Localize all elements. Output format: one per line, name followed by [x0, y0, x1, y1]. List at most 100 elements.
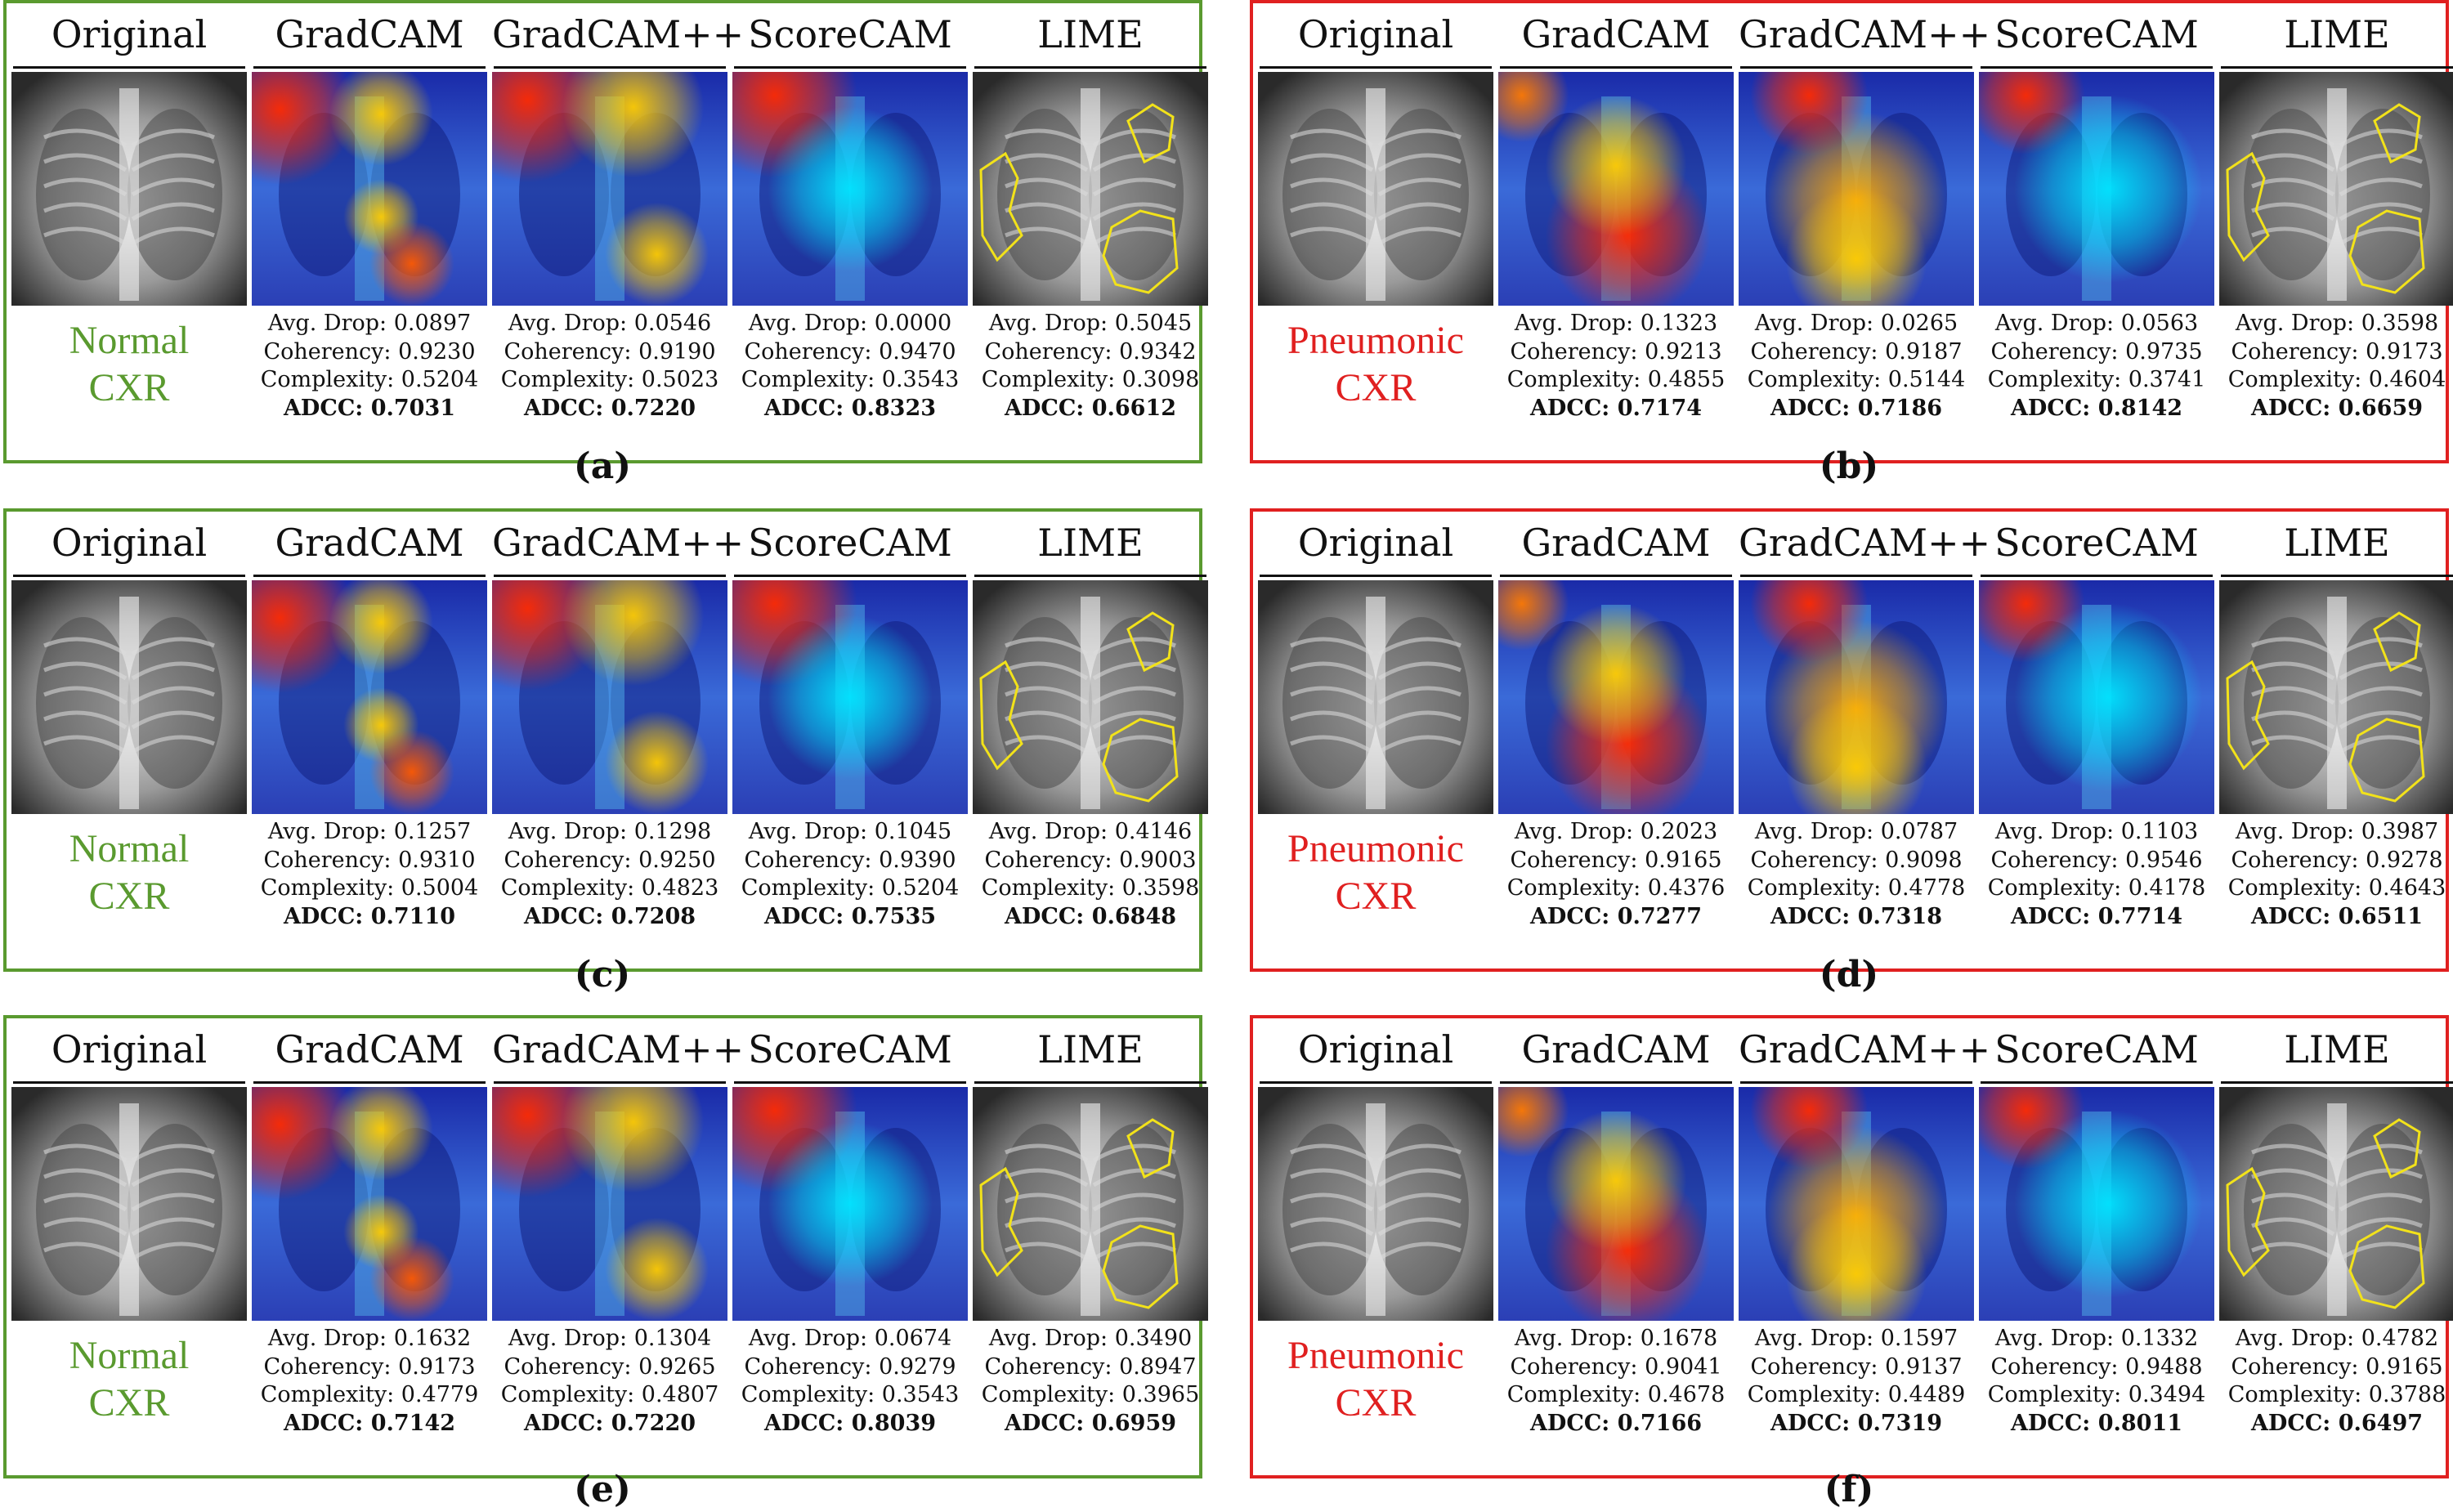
avg-drop-value: 0.1323 — [1640, 311, 1718, 336]
header-rule — [734, 1081, 966, 1084]
complexity-line: Complexity: 0.4489 — [1739, 1381, 1974, 1410]
complexity-line: Complexity: 0.3543 — [732, 366, 968, 395]
metrics-block: Avg. Drop: 0.4146 Coherency: 0.9003 Comp… — [973, 818, 1208, 931]
column-header: LIME — [1037, 1027, 1144, 1071]
complexity-label: Complexity: — [1747, 1382, 1882, 1407]
adcc-label: ADCC: — [1770, 903, 1851, 929]
class-label-line1: Normal — [69, 827, 190, 870]
avg-drop-label: Avg. Drop: — [508, 311, 628, 336]
adcc-line: ADCC: 0.6659 — [2219, 395, 2453, 423]
adcc-line: ADCC: 0.7142 — [252, 1410, 487, 1438]
complexity-label: Complexity: — [500, 875, 635, 901]
header-rule — [1500, 1081, 1732, 1084]
metrics-block: Avg. Drop: 0.1678 Coherency: 0.9041 Comp… — [1498, 1325, 1734, 1438]
adcc-line: ADCC: 0.8039 — [732, 1410, 968, 1438]
column-header: ScoreCAM — [748, 1027, 952, 1071]
adcc-label: ADCC: — [1004, 903, 1085, 929]
metrics-block: Avg. Drop: 0.0000 Coherency: 0.9470 Comp… — [732, 310, 968, 423]
complexity-value: 0.3543 — [881, 367, 960, 392]
avg-drop-value: 0.2023 — [1640, 819, 1718, 844]
complexity-line: Complexity: 0.5023 — [492, 366, 727, 395]
column-4: LIME Avg. Drop: 0.5045 Coherency: 0.9342 — [973, 3, 1208, 460]
header-rule — [1981, 1081, 2213, 1084]
coherency-line: Coherency: 0.9213 — [1498, 338, 1734, 367]
column-header: Original — [1297, 521, 1454, 565]
complexity-label: Complexity: — [2227, 367, 2362, 392]
coherency-label: Coherency: — [984, 1353, 1112, 1380]
metrics-block: Avg. Drop: 0.2023 Coherency: 0.9165 Comp… — [1498, 818, 1734, 931]
header-rule — [974, 66, 1206, 69]
adcc-value: 0.6612 — [1091, 395, 1177, 421]
header-rule — [1500, 575, 1732, 577]
avg-drop-label: Avg. Drop: — [1514, 819, 1634, 844]
metrics-block: Avg. Drop: 0.0897 Coherency: 0.9230 Comp… — [252, 310, 487, 423]
complexity-line: Complexity: 0.4855 — [1498, 366, 1734, 395]
heatmap-image — [1739, 1087, 1974, 1321]
header-rule — [1260, 1081, 1492, 1084]
complexity-line: Complexity: 0.3543 — [732, 1381, 968, 1410]
avg-drop-label: Avg. Drop: — [1514, 311, 1634, 336]
heatmap-image — [1498, 580, 1734, 814]
avg-drop-line: Avg. Drop: 0.1045 — [732, 818, 968, 847]
complexity-label: Complexity: — [1506, 1382, 1641, 1407]
adcc-value: 0.6959 — [1091, 1410, 1177, 1436]
complexity-label: Complexity: — [741, 1382, 875, 1407]
complexity-value: 0.4855 — [1647, 367, 1726, 392]
column-3: ScoreCAM Avg. Drop: 0.1332 Coherency: 0.… — [1979, 1018, 2214, 1475]
coherency-value: 0.9165 — [1645, 847, 1722, 873]
coherency-label: Coherency: — [1750, 338, 1878, 365]
complexity-line: Complexity: 0.4678 — [1498, 1381, 1734, 1410]
avg-drop-label: Avg. Drop: — [267, 1326, 387, 1351]
coherency-label: Coherency: — [1990, 1353, 2119, 1380]
coherency-label: Coherency: — [744, 1353, 872, 1380]
avg-drop-value: 0.1045 — [874, 819, 952, 844]
coherency-line: Coherency: 0.9265 — [492, 1353, 727, 1382]
avg-drop-line: Avg. Drop: 0.1323 — [1498, 310, 1734, 338]
original-cxr-image — [11, 1087, 247, 1321]
complexity-line: Complexity: 0.4779 — [252, 1381, 487, 1410]
metrics-block: Avg. Drop: 0.4782 Coherency: 0.9165 Comp… — [2219, 1325, 2453, 1438]
coherency-value: 0.9165 — [2366, 1353, 2443, 1380]
metrics-block: Avg. Drop: 0.0787 Coherency: 0.9098 Comp… — [1739, 818, 1974, 931]
panel-a: Original Normal CXR GradCAM — [3, 0, 1208, 463]
coherency-value: 0.9213 — [1645, 338, 1722, 365]
coherency-value: 0.9041 — [1645, 1353, 1722, 1380]
column-3: ScoreCAM Avg. Drop: 0.0563 Coherency: 0.… — [1979, 3, 2214, 460]
coherency-value: 0.9137 — [1885, 1353, 1963, 1380]
complexity-value: 0.3543 — [881, 1382, 960, 1407]
column-header: GradCAM — [275, 521, 464, 565]
lime-overlay-image — [973, 72, 1208, 306]
metrics-block: Avg. Drop: 0.0265 Coherency: 0.9187 Comp… — [1739, 310, 1974, 423]
heatmap-image — [252, 580, 487, 814]
avg-drop-line: Avg. Drop: 0.1103 — [1979, 818, 2214, 847]
class-label-line2: CXR — [88, 875, 170, 918]
class-label-line2: CXR — [88, 1381, 170, 1425]
column-1: GradCAM Avg. Drop: 0.2023 Coherency: 0.9… — [1498, 512, 1734, 968]
coherency-line: Coherency: 0.9190 — [492, 338, 727, 367]
coherency-label: Coherency: — [984, 338, 1112, 365]
adcc-label: ADCC: — [523, 1410, 604, 1436]
avg-drop-label: Avg. Drop: — [508, 1326, 628, 1351]
metrics-block: Avg. Drop: 0.1632 Coherency: 0.9173 Comp… — [252, 1325, 487, 1438]
complexity-value: 0.5204 — [881, 875, 960, 901]
heatmap-image — [732, 1087, 968, 1321]
avg-drop-label: Avg. Drop: — [508, 819, 628, 844]
avg-drop-line: Avg. Drop: 0.5045 — [973, 310, 1208, 338]
caption-a: (a) — [573, 445, 632, 487]
coherency-line: Coherency: 0.9488 — [1979, 1353, 2214, 1382]
metrics-block: Avg. Drop: 0.3598 Coherency: 0.9173 Comp… — [2219, 310, 2453, 423]
complexity-value: 0.4643 — [2368, 875, 2446, 901]
header-rule — [974, 1081, 1206, 1084]
avg-drop-line: Avg. Drop: 0.1257 — [252, 818, 487, 847]
heatmap-image — [492, 1087, 727, 1321]
metrics-block: Avg. Drop: 0.1257 Coherency: 0.9310 Comp… — [252, 818, 487, 931]
complexity-label: Complexity: — [500, 1382, 635, 1407]
adcc-line: ADCC: 0.7535 — [732, 903, 968, 932]
panel-f: Original Pneumonic CXR GradCAM — [1250, 1015, 2453, 1478]
avg-drop-line: Avg. Drop: 0.0000 — [732, 310, 968, 338]
coherency-line: Coherency: 0.8947 — [973, 1353, 1208, 1382]
header-rule — [2221, 1081, 2453, 1084]
avg-drop-label: Avg. Drop: — [2235, 311, 2355, 336]
adcc-label: ADCC: — [1004, 1410, 1085, 1436]
coherency-value: 0.9470 — [879, 338, 956, 365]
